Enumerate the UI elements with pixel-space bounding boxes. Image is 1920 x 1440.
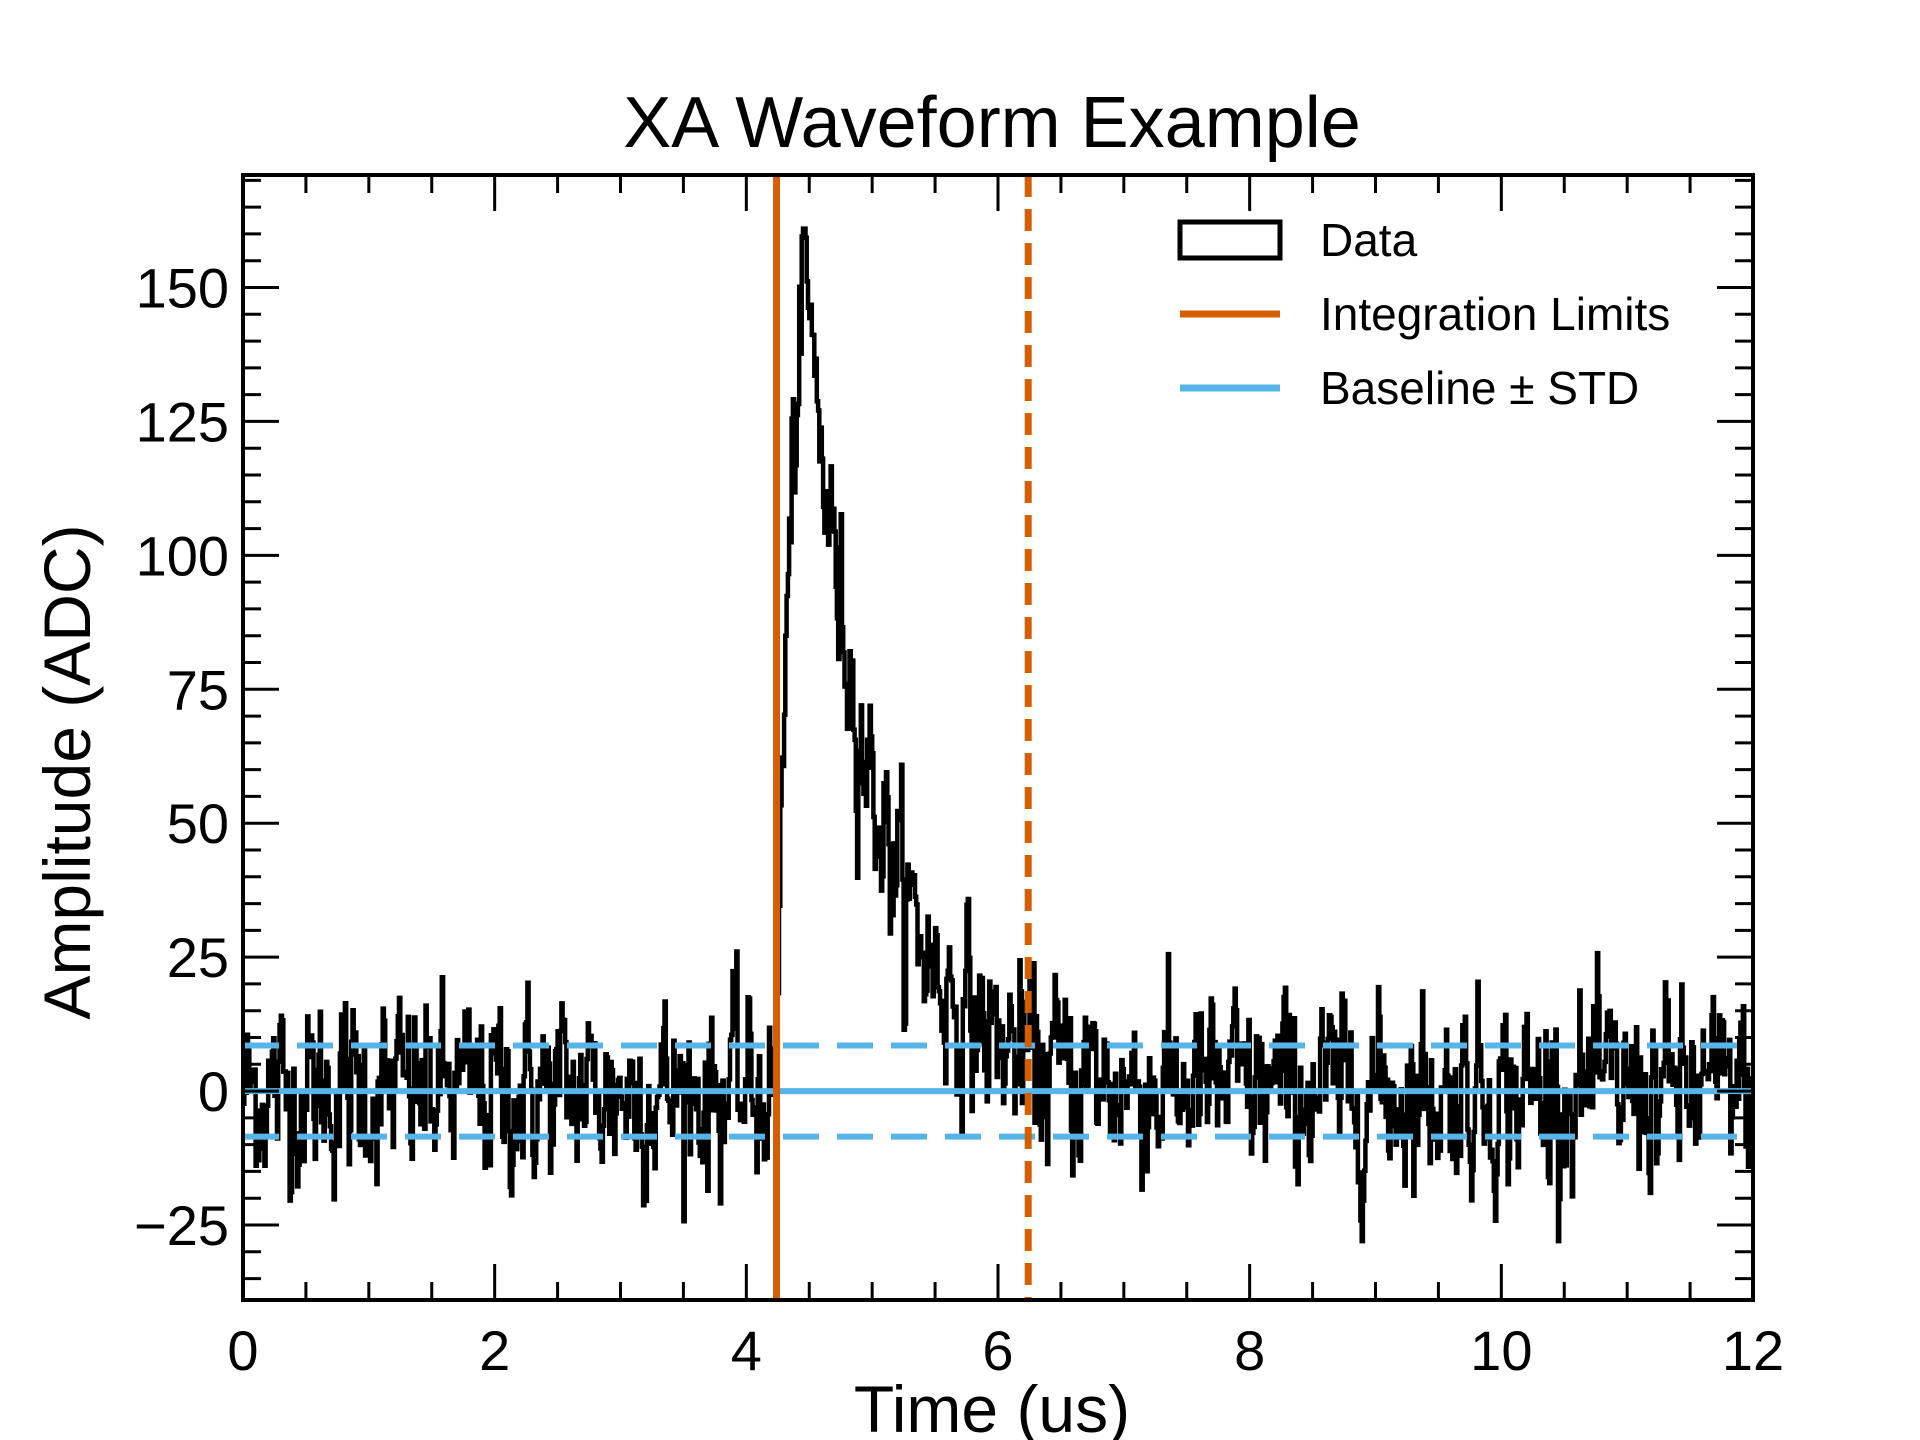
y-tick-label: 50 (167, 792, 229, 855)
chart-title: XA Waveform Example (623, 83, 1361, 163)
legend-label: Baseline ± STD (1320, 362, 1639, 414)
x-tick-label: 12 (1722, 1319, 1784, 1382)
plot-frame (241, 173, 1755, 1302)
y-tick-label: 150 (136, 257, 229, 320)
x-tick-label: 4 (731, 1319, 762, 1382)
x-tick-label: 10 (1470, 1319, 1532, 1382)
legend-data-swatch (1177, 219, 1283, 261)
legend-label: Integration Limits (1320, 288, 1670, 340)
y-axis-label: Amplitude (ADC) (30, 524, 104, 1019)
y-tick-label: 0 (198, 1060, 229, 1123)
legend: Data Integration Limits Baseline ± STD (1177, 214, 1670, 414)
plot-area (243, 175, 1753, 1300)
y-tick-label: 125 (136, 390, 229, 453)
y-tick-label: 75 (167, 658, 229, 721)
y-tick-label: 100 (136, 524, 229, 587)
y-tick-label: −25 (134, 1194, 229, 1257)
x-tick-label: 2 (479, 1319, 510, 1382)
plot-clip-group (243, 175, 1753, 1300)
x-tick-label: 0 (227, 1319, 258, 1382)
x-tick-label: 6 (982, 1319, 1013, 1382)
y-tick-label: 25 (167, 926, 229, 989)
legend-label: Data (1320, 214, 1418, 266)
x-tick-label: 8 (1234, 1319, 1265, 1382)
x-axis-label: Time (us) (854, 1372, 1130, 1440)
